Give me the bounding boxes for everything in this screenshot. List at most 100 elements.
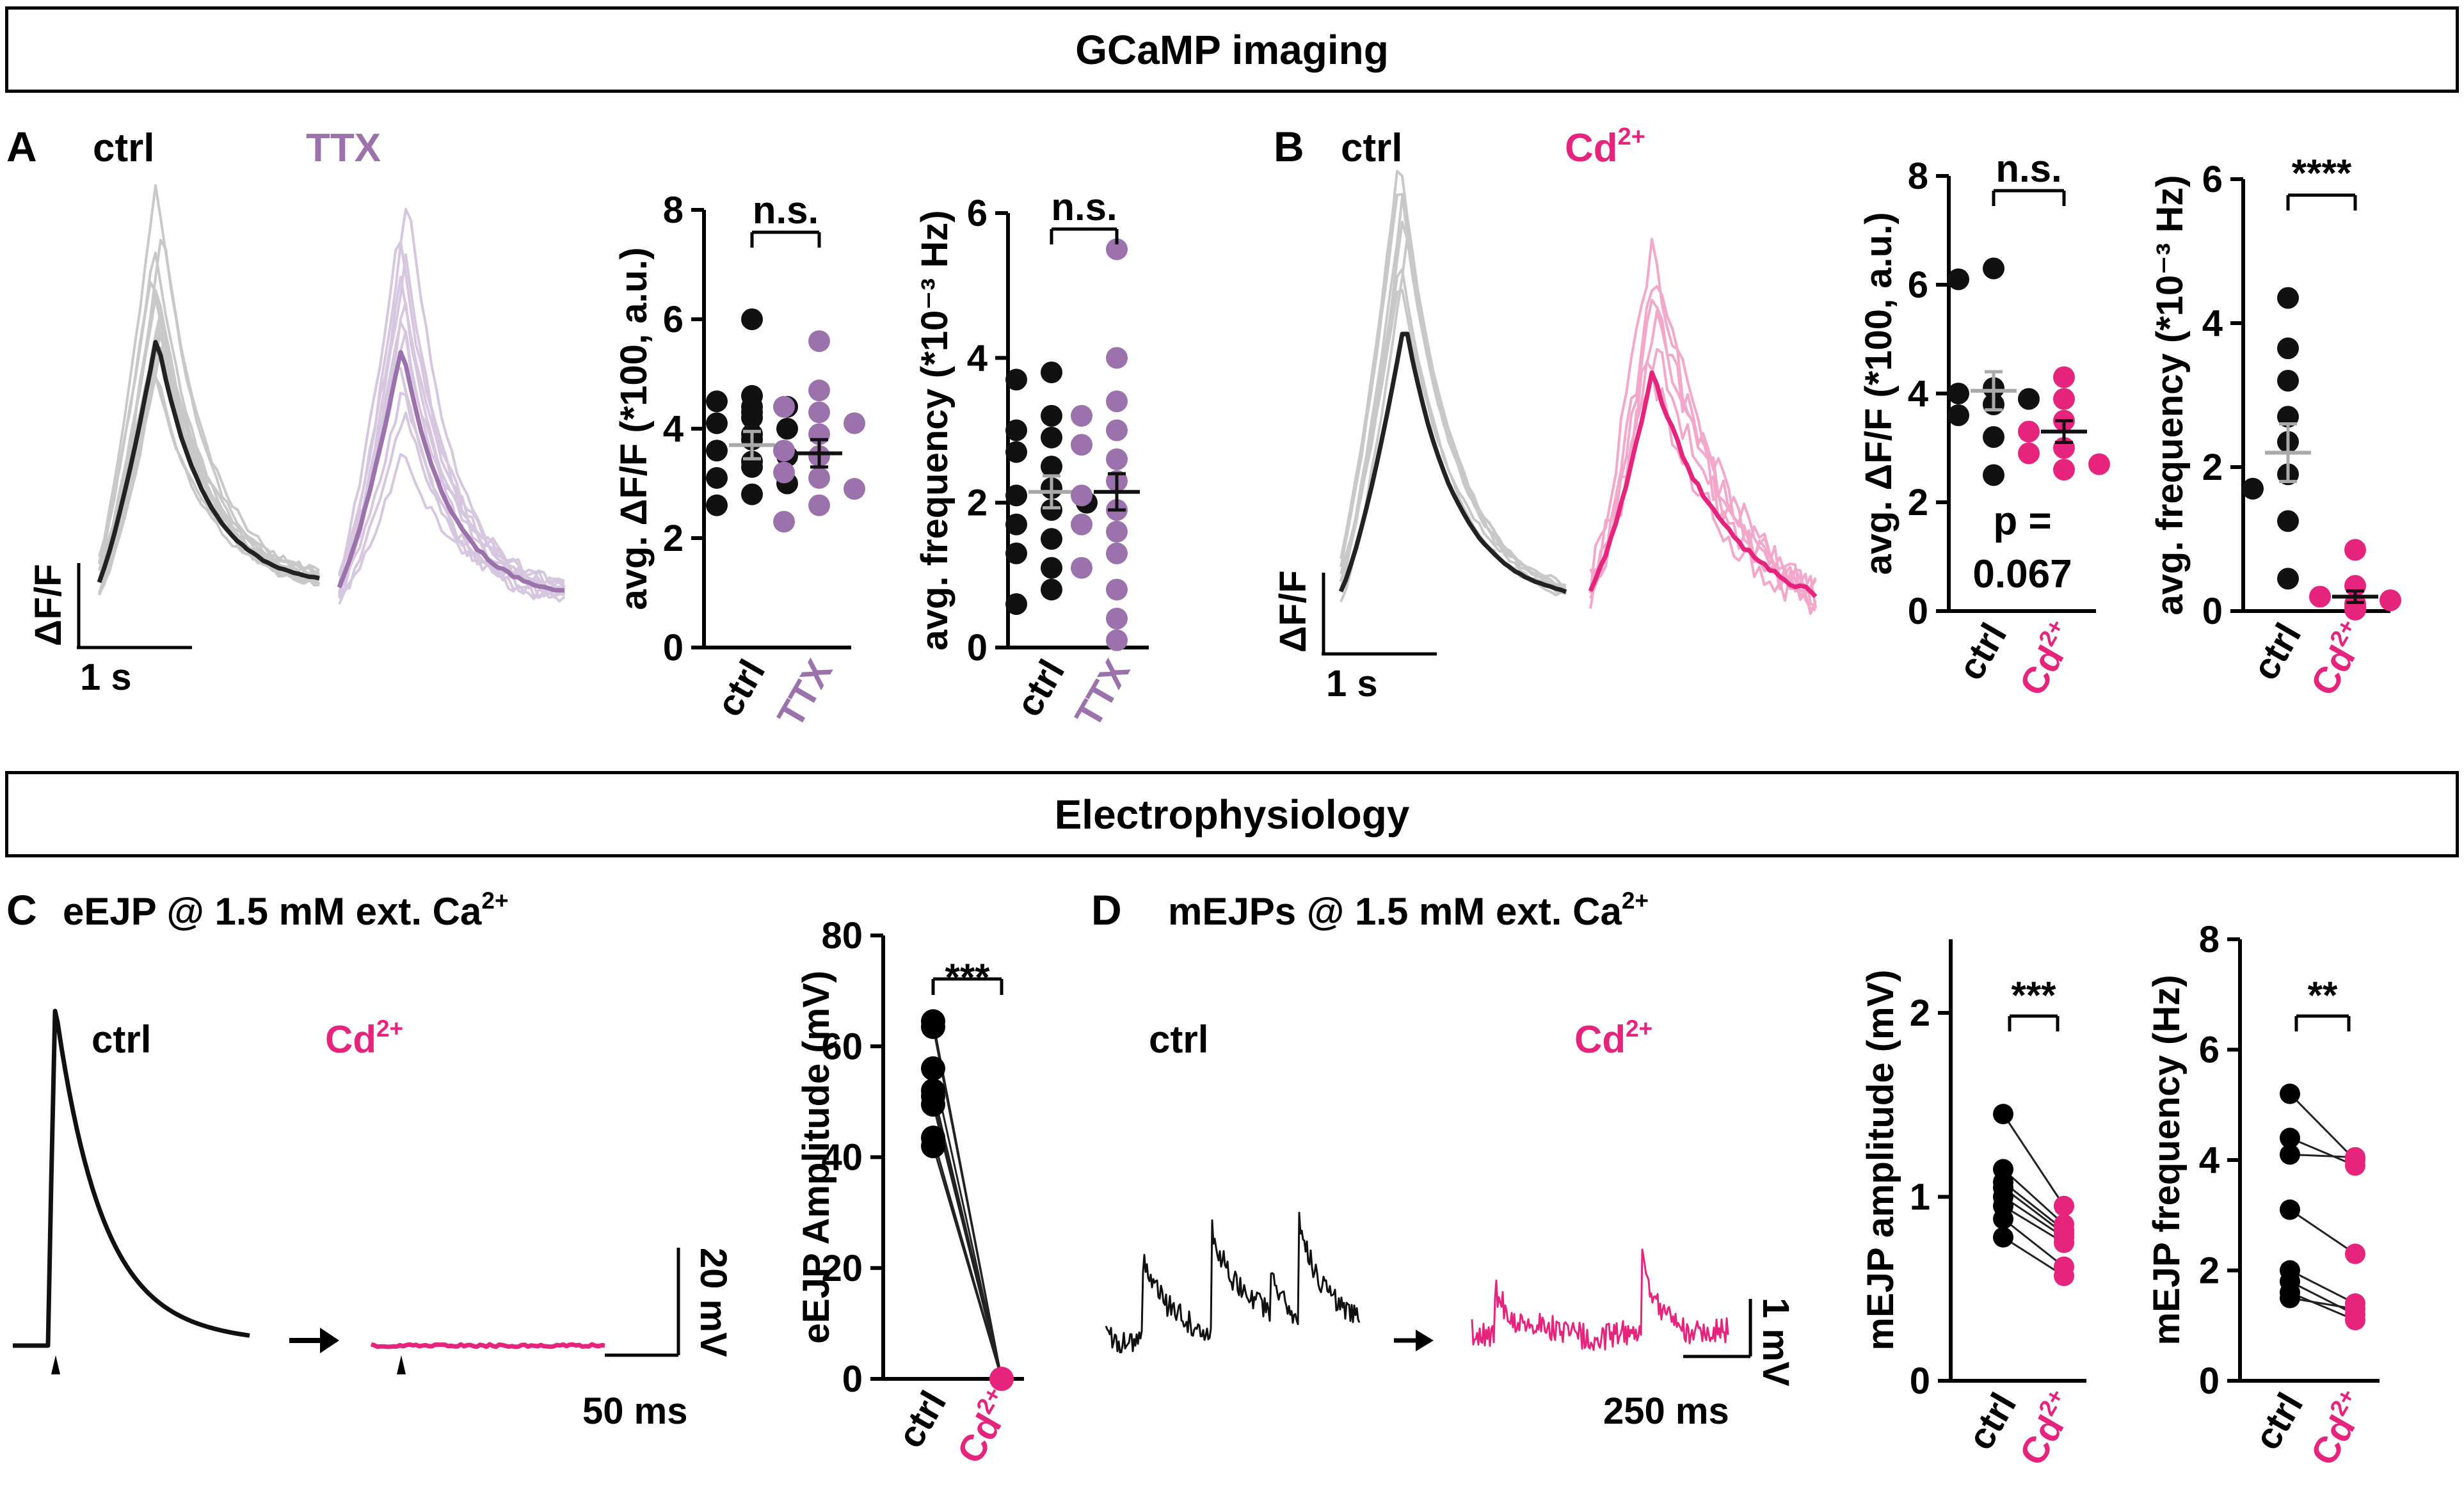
panel-b-cd-mean-trace [1588,370,1818,598]
panel-c-cd-label: Cd2+ [325,1015,403,1061]
panel-c-point-ctrl [921,1014,945,1039]
panel-d-amplitude-point-cd [2054,1232,2074,1253]
panel-d-amplitude-pair-line [2003,1218,2065,1268]
panel-b-frequency-point-ctrl [2277,337,2299,360]
panel-d-amplitude-point-ctrl [1993,1209,2013,1229]
panel-c-ctrl-trace [13,1008,250,1348]
panel-a-frequency-ytick-label: 6 [967,193,988,234]
panel-d-arrow-head [1416,1330,1434,1351]
panel-d-frequency-pair-line [2289,1291,2356,1321]
panel-a-amplitude-point-ttx [808,330,830,353]
panel-a-scalebar-x-label: 1 s [80,656,132,698]
panel-c-amplitude-ytick-label: 80 [821,915,863,957]
panel-b-frequency-point-ctrl [2277,287,2299,309]
panel-b-frequency-ytick-label: 0 [2202,591,2223,632]
panel-a-amplitude-xlabel-treat: TTX [769,653,840,735]
panel-c-title: eEJP @ 1.5 mM ext. Ca2+ [63,887,509,933]
panel-d-letter: D [1091,886,1122,934]
panel-d-scalebar-y-label: 1 mV [1755,1298,1796,1387]
panel-b-cd-label: Cd2+ [1565,123,1645,170]
panel-a-frequency-point-ctrl [1041,557,1062,579]
header-gcamp-label: GCaMP imaging [1075,26,1389,73]
panel-c-cd-trace [370,1342,605,1349]
panel-b-amplitude-point-ctrl [1948,404,1969,426]
panel-a-amplitude-point-ctrl [776,418,798,440]
panel-a-frequency-point-ttx [1106,238,1128,260]
panel-d-amplitude-ylabel: mEJP amplitude (mV) [1860,969,1901,1350]
panel-d-cd-trace [1471,1248,1729,1351]
panel-a-frequency-point-ttx [1106,448,1128,470]
panel-d-frequency-ylabel: mEJP frequency (Hz) [2146,974,2188,1345]
panel-d-frequency-ytick-label: 6 [2199,1030,2220,1071]
panel-c-amplitude-ytick-label: 0 [842,1358,863,1400]
panel-b-frequency-ylabel: avg. frequency (*10⁻³ Hz) [2149,175,2191,615]
panel-d-frequency-ytick-label: 4 [2199,1140,2220,1181]
panel-b-ctrl-trace [1340,289,1567,587]
panel-d-frequency-point-ctrl [2280,1199,2300,1220]
panel-b-ctrl-label: ctrl [1341,126,1402,170]
panel-d-frequency-ytick-label: 2 [2199,1250,2220,1292]
panel-c-point-ctrl [921,1134,945,1159]
panel-a-frequency-sig-label: n.s. [1051,186,1117,228]
panel-a-frequency-point-ttx [1071,513,1092,536]
panel-a-frequency-point-ttx [1106,419,1128,441]
panel-a-ctrl-trace [98,377,320,594]
panel-a-frequency-point-ctrl [1005,419,1027,441]
panel-a-frequency-ytick-label: 4 [967,337,988,379]
panel-c-scalebar-x-label: 50 ms [582,1390,687,1432]
panel-a-amplitude-point-ctrl [741,456,763,478]
panel-b-scalebar-x-label: 1 s [1326,663,1378,704]
panel-b-amplitude-point-cd2 [2053,388,2075,410]
panel-a-amplitude-point-ttx [773,395,795,418]
panel-b-cd-trace [1589,298,1817,609]
panel-b-frequency-ytick-label: 6 [2202,159,2223,200]
panel-a-frequency-point-ctrl [1005,513,1027,536]
panel-b-frequency-point-ctrl [2277,510,2299,532]
panel-a-frequency-point-ctrl [1005,593,1027,616]
panel-d-frequency-ytick-label: 8 [2199,919,2220,960]
panel-b-amplitude-ytick-label: 4 [1908,373,1928,415]
panel-b-pvalue-line2: 0.067 [1972,552,2072,596]
panel-a-amplitude-point-ctrl [706,412,728,434]
panel-a-frequency-point-ctrl [1041,404,1062,427]
panel-d-scalebar-x-label: 250 ms [1603,1390,1729,1432]
panel-b-pvalue-line1: p = [1993,499,2051,543]
panel-a-amplitude-ytick-label: 4 [663,408,684,450]
panel-b-amplitude-xlabel-treat: Cd2+ [2008,614,2085,703]
header-electrophysiology: Electrophysiology [5,771,2459,857]
panel-c-scalebar-y-label: 20 mV [692,1248,734,1357]
panel-a-frequency-point-ctrl [1041,426,1062,449]
panel-c-stim-arrowhead [51,1355,60,1374]
panel-b-amplitude-point-cd2 [2053,459,2075,481]
panel-b-amplitude-point-ctrl [1948,383,1969,404]
panel-a-amplitude-point-ttx [808,494,830,516]
panel-b-amplitude-ytick-label: 2 [1908,482,1928,523]
panel-c-sig-label: *** [945,956,990,999]
panel-a-frequency-point-ttx [1106,578,1128,601]
panel-b-amplitude-point-cd2 [2053,366,2075,388]
panel-c-point-cd [989,1367,1014,1391]
panel-b-frequency-point-cd2 [2380,589,2401,612]
panel-a-amplitude-point-ctrl [706,390,728,413]
panel-a-ctrl-trace [98,289,321,581]
panel-c-amplitude-ytick-label: 20 [821,1248,863,1289]
panel-b-amplitude-point-ctrl [1983,464,2004,486]
panel-d-frequency-point-ctrl [2280,1127,2300,1149]
panel-a-frequency-ylabel: avg. frequency (*10⁻³ Hz) [914,210,956,650]
panel-a-ttx-trace [338,392,565,600]
panel-b-frequency-point-ctrl [2277,370,2299,392]
panel-d-amplitude-pair-line [2003,1236,2065,1277]
header-ephys-label: Electrophysiology [1054,791,1410,838]
panel-b-ctrl-trace [1340,170,1567,589]
panel-b-amplitude-point-cd2 [2018,420,2040,443]
panel-a-amplitude-ytick-label: 8 [663,189,684,231]
panel-d-amplitude-xlabel-cd: Cd2+ [2008,1384,2085,1472]
panel-b-amplitude-ytick-label: 0 [1908,591,1928,632]
panel-b-amplitude-ytick-label: 8 [1908,155,1928,197]
panel-b-amplitude-point-cd2 [2088,453,2110,475]
panel-b-ctrl-trace [1340,193,1567,595]
panel-b-frequency-point-cd2 [2309,585,2331,608]
panel-a-scalebar-y-label: ΔF/F [28,564,69,646]
panel-c-ctrl-label: ctrl [92,1018,151,1061]
